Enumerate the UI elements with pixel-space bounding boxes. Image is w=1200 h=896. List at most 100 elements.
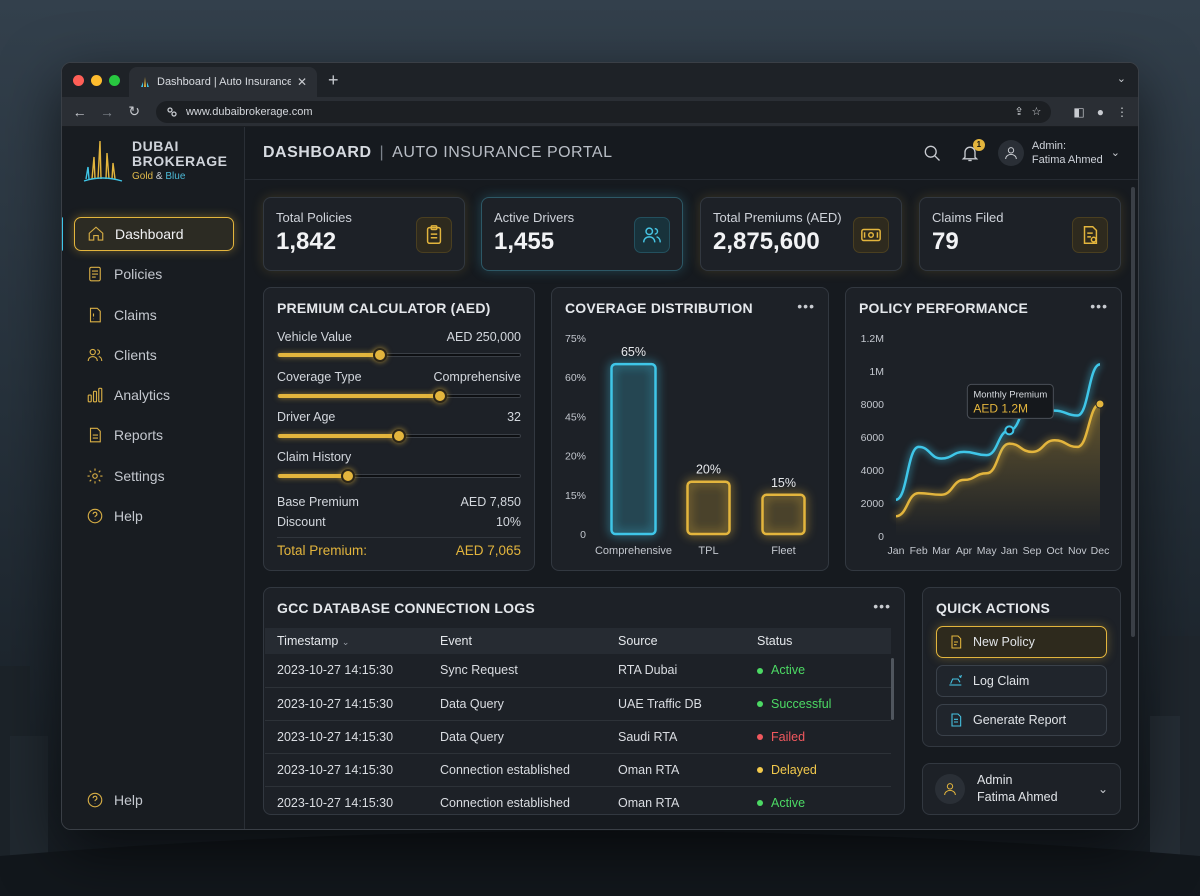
y-tick-label: 45% bbox=[565, 411, 586, 423]
cell-source: RTA Dubai bbox=[606, 654, 745, 688]
column-header-source[interactable]: Source bbox=[606, 628, 745, 654]
minimize-window-button[interactable] bbox=[91, 74, 102, 86]
y-tick-label: 20% bbox=[565, 451, 586, 463]
notifications-button[interactable]: 1 bbox=[960, 139, 985, 163]
sidebar-item-dashboard[interactable]: Dashboard bbox=[74, 217, 234, 251]
divider bbox=[277, 537, 521, 538]
chevron-down-icon[interactable]: ⌄ bbox=[1097, 782, 1108, 796]
stat-card-claims-filed[interactable]: Claims Filed 79 bbox=[919, 197, 1121, 271]
skyline-logo-icon bbox=[83, 140, 123, 182]
table-row[interactable]: 2023-10-27 14:15:30 Data Query UAE Traffic… bbox=[265, 687, 891, 721]
sidepanel-icon[interactable]: ◧ bbox=[1073, 104, 1085, 119]
users-icon bbox=[634, 217, 670, 253]
sidebar-item-reports[interactable]: Reports bbox=[74, 418, 234, 452]
clipboard-icon bbox=[416, 217, 452, 253]
cell-event: Connection established bbox=[428, 786, 606, 814]
card-title: PREMIUM CALCULATOR (AED) bbox=[277, 300, 491, 316]
vehicle-value-slider[interactable] bbox=[277, 348, 521, 362]
forward-arrow-icon[interactable]: → bbox=[99, 103, 114, 120]
claim-history-row: Claim History bbox=[277, 450, 352, 464]
user-profile-card[interactable]: Admin Fatima Ahmed ⌄ bbox=[922, 763, 1121, 815]
table-row[interactable]: 2023-10-27 14:15:30 Data Query Saudi RTA Fa… bbox=[265, 720, 891, 754]
slider-fill bbox=[278, 394, 441, 398]
browser-menu-icon[interactable]: ⋮ bbox=[1116, 104, 1129, 119]
slider-handle[interactable] bbox=[433, 389, 448, 403]
notification-badge: 1 bbox=[972, 139, 985, 151]
sidebar-item-label: Claims bbox=[114, 306, 157, 323]
site-info-icon[interactable] bbox=[166, 106, 178, 118]
close-window-button[interactable] bbox=[73, 74, 84, 86]
cell-source: UAE Traffic DB bbox=[606, 687, 745, 721]
maximize-window-button[interactable] bbox=[109, 74, 120, 86]
more-options-icon[interactable]: ••• bbox=[797, 298, 815, 314]
address-bar: ← → ↻ www.dubaibrokerage.com ⇪ ☆ ◧ ● ⋮ bbox=[62, 97, 1138, 127]
table-row[interactable]: 2023-10-27 14:15:30 Connection establishe… bbox=[265, 786, 891, 814]
sidebar: DUBAI BROKERAGE Gold & Blue Dashboard Po… bbox=[62, 127, 245, 829]
sort-down-icon[interactable]: ⌄ bbox=[341, 637, 350, 647]
table-scrollbar[interactable] bbox=[891, 658, 894, 720]
sidebar-help-bottom[interactable]: Help bbox=[86, 791, 143, 809]
back-arrow-icon[interactable]: ← bbox=[72, 103, 87, 120]
sidebar-item-analytics[interactable]: Analytics bbox=[74, 378, 234, 412]
cell-status: Successful bbox=[745, 687, 891, 721]
column-header-status[interactable]: Status bbox=[745, 628, 891, 654]
browser-tab[interactable]: Dashboard | Auto Insurance P ✕ bbox=[129, 67, 317, 97]
generate-report-button[interactable]: Generate Report bbox=[936, 704, 1107, 736]
stat-card-active-drivers[interactable]: Active Drivers 1,455 bbox=[481, 197, 683, 271]
column-header-timestamp[interactable]: Timestamp ⌄ bbox=[265, 628, 428, 654]
url-field[interactable]: www.dubaibrokerage.com ⇪ ☆ bbox=[155, 100, 1052, 123]
brand-tagline: Gold & Blue bbox=[132, 171, 186, 182]
slider-fill bbox=[278, 474, 349, 478]
more-options-icon[interactable]: ••• bbox=[873, 598, 891, 614]
close-tab-icon[interactable]: ✕ bbox=[296, 75, 307, 89]
table-row[interactable]: 2023-10-27 14:15:30 Connection establishe… bbox=[265, 753, 891, 787]
sidebar-item-claims[interactable]: Claims bbox=[74, 298, 234, 332]
coverage-type-slider[interactable] bbox=[277, 389, 521, 403]
user-name: Fatima Ahmed bbox=[1031, 154, 1103, 166]
status-dot-icon bbox=[757, 667, 763, 674]
tab-list-chevron-icon[interactable]: ⌄ bbox=[1116, 73, 1126, 85]
column-header-event[interactable]: Event bbox=[428, 628, 606, 654]
brand-logo[interactable]: DUBAI BROKERAGE Gold & Blue bbox=[82, 139, 228, 183]
help-icon bbox=[87, 508, 103, 524]
stat-card-total-policies[interactable]: Total Policies 1,842 bbox=[263, 197, 465, 271]
help-label: Help bbox=[114, 792, 143, 808]
sidebar-item-clients[interactable]: Clients bbox=[74, 338, 234, 372]
reload-icon[interactable]: ↻ bbox=[128, 103, 141, 119]
user-icon bbox=[1005, 147, 1017, 160]
tooltip-box bbox=[966, 383, 1054, 419]
search-icon bbox=[924, 145, 940, 161]
slider-handle[interactable] bbox=[372, 348, 387, 362]
sidebar-item-help[interactable]: Help bbox=[74, 499, 234, 533]
gold-series-point bbox=[1095, 399, 1105, 409]
driver-age-slider[interactable] bbox=[277, 429, 521, 443]
share-icon[interactable]: ⇪ bbox=[1014, 106, 1024, 118]
stat-label: Total Policies bbox=[276, 210, 352, 225]
user-menu[interactable]: Admin: Fatima Ahmed ⌄ bbox=[997, 139, 1120, 167]
table-row[interactable]: 2023-10-27 14:15:30 Sync Request RTA Dubai… bbox=[265, 654, 891, 688]
status-badge: Successful bbox=[771, 696, 832, 711]
new-policy-button[interactable]: New Policy bbox=[936, 626, 1107, 658]
page-scrollbar[interactable] bbox=[1131, 187, 1135, 637]
slider-handle[interactable] bbox=[392, 429, 406, 443]
log-claim-button[interactable]: Log Claim bbox=[936, 665, 1107, 697]
profile-icon[interactable]: ● bbox=[1096, 104, 1105, 119]
cell-event: Connection established bbox=[428, 753, 606, 787]
bar-data-label: 20% bbox=[696, 463, 721, 477]
cell-event: Data Query bbox=[428, 687, 606, 721]
card-title: QUICK ACTIONS bbox=[936, 600, 1051, 616]
coverage-type-row: Coverage Type Comprehensive bbox=[277, 370, 521, 384]
claim-history-slider[interactable] bbox=[277, 469, 521, 483]
sidebar-item-policies[interactable]: Policies bbox=[74, 257, 234, 291]
user-icon bbox=[944, 783, 956, 796]
button-label: New Policy bbox=[973, 635, 1035, 649]
sidebar-item-settings[interactable]: Settings bbox=[74, 459, 234, 493]
slider-handle[interactable] bbox=[341, 469, 356, 483]
bookmark-star-icon[interactable]: ☆ bbox=[1031, 106, 1042, 118]
new-tab-icon[interactable]: + bbox=[328, 70, 339, 90]
card-title: POLICY PERFORMANCE bbox=[859, 300, 1029, 316]
search-button[interactable] bbox=[922, 143, 942, 163]
stat-card-total-premiums[interactable]: Total Premiums (AED) 2,875,600 bbox=[700, 197, 902, 271]
report-icon bbox=[89, 428, 101, 443]
more-options-icon[interactable]: ••• bbox=[1090, 298, 1108, 314]
